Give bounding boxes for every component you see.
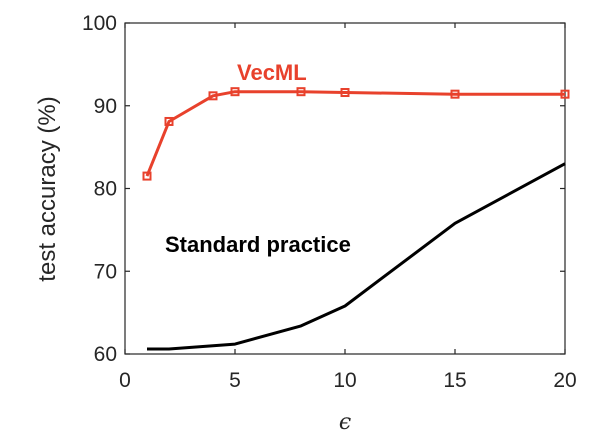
x-tick-label: 10 <box>333 369 356 392</box>
y-tick-label: 70 <box>94 260 117 283</box>
x-tick-label: 20 <box>553 369 576 392</box>
y-axis-ticks: 60 70 80 90 100 <box>82 12 565 366</box>
y-tick-label: 60 <box>94 343 117 366</box>
data-point-vecml <box>142 171 152 181</box>
series-label-standard-practice: Standard practice <box>165 232 351 257</box>
y-tick-label: 80 <box>94 178 117 201</box>
data-point-vecml <box>340 88 350 98</box>
series-label-vecml: VecML <box>237 60 307 85</box>
data-point-vecml <box>450 89 460 99</box>
x-axis-ticks: 0 5 10 15 20 <box>119 23 577 392</box>
series-layer <box>142 87 570 351</box>
series-vecml <box>142 87 570 181</box>
data-point-vecml <box>164 116 174 126</box>
x-tick-label: 5 <box>229 369 241 392</box>
y-axis-label: test accuracy (%) <box>34 96 61 281</box>
x-axis-label: ϵ <box>339 410 351 435</box>
x-tick-label: 15 <box>443 369 466 392</box>
data-point-vecml <box>296 87 306 97</box>
data-point-vecml <box>560 89 570 99</box>
data-point-vecml <box>208 91 218 101</box>
series-line-vecml <box>145 90 565 177</box>
series-line-standard-practice <box>147 162 566 351</box>
y-tick-label: 90 <box>94 95 117 118</box>
data-point-vecml <box>230 87 240 97</box>
series-standard-practice <box>147 162 566 351</box>
y-tick-label: 100 <box>82 12 117 35</box>
x-tick-label: 0 <box>119 369 131 392</box>
